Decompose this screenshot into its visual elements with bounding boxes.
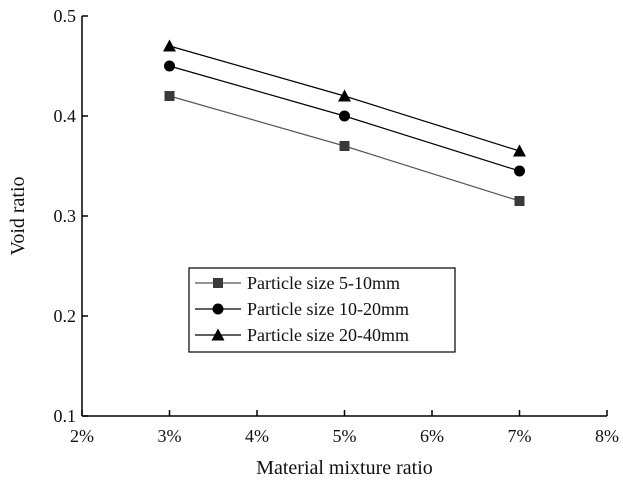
x-tick-label: 8% xyxy=(595,426,619,446)
series-3 xyxy=(163,39,526,157)
axes xyxy=(81,16,607,417)
y-tick-label: 0.3 xyxy=(54,206,77,226)
x-axis-title: Material mixture ratio xyxy=(256,457,433,479)
x-tick-label: 6% xyxy=(420,426,444,446)
x-tick-label: 3% xyxy=(158,426,182,446)
legend-marker-circle xyxy=(212,303,224,315)
legend: Particle size 5-10mm Particle size 10-20m… xyxy=(188,267,456,353)
x-tick-label: 7% xyxy=(508,426,532,446)
series-2 xyxy=(164,60,525,177)
y-ticks: 0.1 0.2 0.3 0.4 0.5 xyxy=(54,6,88,426)
legend-item: Particle size 20-40mm xyxy=(195,325,409,345)
legend-label: Particle size 5-10mm xyxy=(247,273,400,293)
data-point-square xyxy=(339,141,350,151)
legend-label: Particle size 10-20mm xyxy=(247,299,409,319)
series-layer xyxy=(163,39,526,206)
legend-label: Particle size 20-40mm xyxy=(247,325,409,345)
data-point-square xyxy=(514,196,525,206)
legend-item: Particle size 5-10mm xyxy=(195,273,400,293)
y-tick-label: 0.1 xyxy=(54,406,77,426)
x-ticks: 2% 3% 4% 5% 6% 7% 8% xyxy=(70,410,619,446)
data-point-triangle xyxy=(338,89,351,102)
x-tick-label: 4% xyxy=(245,426,269,446)
x-tick-label: 2% xyxy=(70,426,94,446)
x-tick-label: 5% xyxy=(333,426,357,446)
series-1 xyxy=(164,91,525,206)
legend-item: Particle size 10-20mm xyxy=(195,299,409,319)
y-tick-label: 0.2 xyxy=(54,306,77,326)
legend-marker-square xyxy=(213,278,223,288)
data-point-circle xyxy=(164,60,175,72)
data-point-triangle xyxy=(163,39,176,52)
legend-marker-triangle xyxy=(211,328,225,341)
legend-box xyxy=(188,267,456,353)
y-tick-label: 0.5 xyxy=(54,6,77,26)
y-tick-label: 0.4 xyxy=(54,106,77,126)
data-point-triangle xyxy=(513,144,526,157)
data-point-circle xyxy=(514,165,525,177)
data-point-circle xyxy=(339,110,350,122)
data-point-square xyxy=(164,91,175,101)
y-axis-title: Void ratio xyxy=(7,176,29,255)
